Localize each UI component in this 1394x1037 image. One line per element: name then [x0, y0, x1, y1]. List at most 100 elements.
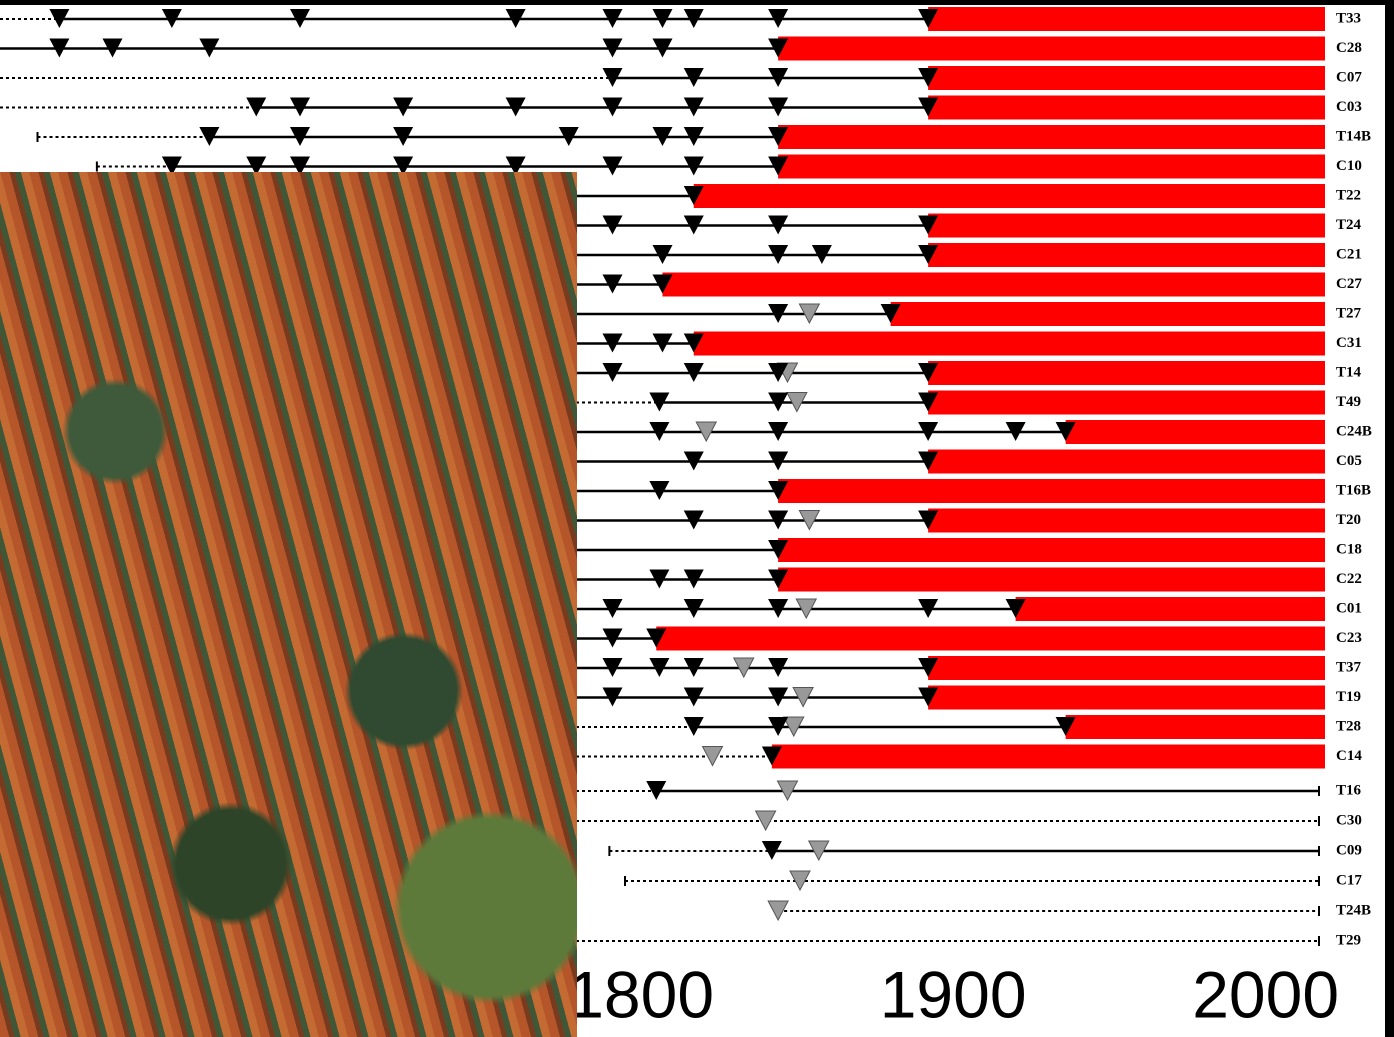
- fire-scar: [683, 215, 704, 235]
- mortality-bar: [928, 685, 1325, 710]
- row-label: C01: [1336, 600, 1362, 616]
- fire-scar: [768, 717, 789, 736]
- fire-scar: [768, 392, 789, 412]
- fire-scar: [767, 900, 789, 922]
- fire-scar: [768, 38, 789, 58]
- fire-scar: [792, 687, 814, 708]
- mortality-bar: [693, 331, 1325, 356]
- fire-scar: [290, 156, 310, 176]
- fire-scar: [199, 38, 220, 58]
- fire-scar: [918, 215, 939, 235]
- fire-scar: [918, 510, 939, 530]
- row-label: C23: [1336, 630, 1362, 646]
- fire-scar: [102, 38, 123, 58]
- mortality-bar: [928, 66, 1325, 90]
- x-tick-label: 2000: [1192, 957, 1339, 1031]
- fire-scar: [768, 540, 789, 559]
- fire-scar: [558, 127, 579, 146]
- fire-scar: [768, 215, 789, 235]
- fire-scar: [683, 127, 704, 146]
- fire-scar: [49, 38, 70, 58]
- fire-scar: [602, 687, 623, 707]
- mortality-bar: [778, 154, 1325, 179]
- fire-scar: [768, 245, 789, 264]
- fire-scar: [505, 9, 526, 28]
- fire-scar: [683, 68, 704, 87]
- fire-scar: [602, 97, 623, 117]
- fire-scar: [786, 392, 808, 413]
- fire-scar: [602, 215, 623, 235]
- mortality-bar: [1015, 597, 1325, 621]
- row-label: T29: [1336, 932, 1361, 948]
- mortality-bar: [778, 538, 1325, 562]
- fire-scar: [602, 333, 623, 353]
- row-label: T37: [1336, 659, 1362, 675]
- fire-scar: [602, 274, 623, 294]
- fire-scar: [683, 658, 704, 677]
- row-label: T20: [1336, 512, 1361, 528]
- row-label: C27: [1336, 276, 1362, 292]
- fire-scar: [393, 156, 414, 176]
- fire-scar: [602, 363, 623, 382]
- mortality-bar: [771, 744, 1325, 769]
- row-label: T49: [1336, 394, 1361, 410]
- mortality-bar: [928, 390, 1325, 415]
- fire-scar: [782, 716, 805, 738]
- x-tick-label: 1800: [567, 957, 714, 1031]
- mortality-bar: [928, 213, 1325, 238]
- mortality-bar: [928, 449, 1325, 474]
- fire-scar: [683, 333, 704, 353]
- row-label: C24B: [1336, 423, 1372, 439]
- fire-scar: [161, 9, 182, 28]
- row-label: C21: [1336, 246, 1362, 262]
- mortality-bar: [928, 508, 1325, 533]
- mortality-bar: [662, 272, 1325, 297]
- fire-scar: [646, 781, 667, 800]
- mortality-bar: [778, 567, 1325, 592]
- forest-photo: [0, 172, 577, 1037]
- fire-scar: [768, 127, 789, 146]
- fire-scar: [918, 68, 939, 87]
- fire-scar: [652, 9, 673, 28]
- fire-scar: [768, 97, 789, 117]
- row-label: C17: [1336, 872, 1362, 888]
- fire-scar: [776, 780, 799, 802]
- row-label: C03: [1336, 99, 1362, 115]
- fire-scar: [761, 746, 782, 766]
- mortality-bar: [656, 626, 1325, 651]
- fire-scar: [602, 38, 623, 58]
- fire-scar: [1005, 599, 1026, 618]
- fire-scar: [602, 599, 623, 618]
- fire-scar: [768, 481, 789, 500]
- fire-scar: [768, 304, 789, 323]
- fire-scar: [768, 9, 789, 28]
- row-label: C31: [1336, 335, 1362, 351]
- fire-scar: [768, 451, 789, 471]
- fire-scar: [918, 687, 939, 707]
- fire-scar: [505, 156, 526, 176]
- fire-scar: [652, 245, 673, 264]
- fire-scar: [290, 127, 310, 146]
- mortality-bar: [778, 479, 1325, 503]
- fire-scar: [798, 303, 821, 325]
- fire-scar: [683, 186, 704, 205]
- row-label: C18: [1336, 541, 1362, 557]
- fire-scar: [652, 333, 673, 353]
- fire-scar: [768, 510, 789, 530]
- row-label: T28: [1336, 718, 1361, 734]
- fire-scar: [161, 156, 182, 176]
- fire-scar: [602, 628, 623, 648]
- fire-scar: [683, 363, 704, 382]
- mortality-bar: [1065, 420, 1325, 444]
- row-label: C10: [1336, 158, 1362, 174]
- mortality-bar: [928, 95, 1325, 120]
- fire-scar: [1005, 422, 1026, 441]
- fire-scar: [646, 628, 667, 648]
- row-label: T16: [1336, 782, 1362, 798]
- fire-scar: [649, 422, 670, 441]
- fire-scar: [246, 97, 267, 117]
- fire-scar: [732, 657, 755, 679]
- fire-scar: [768, 422, 789, 441]
- fire-scar: [505, 97, 526, 117]
